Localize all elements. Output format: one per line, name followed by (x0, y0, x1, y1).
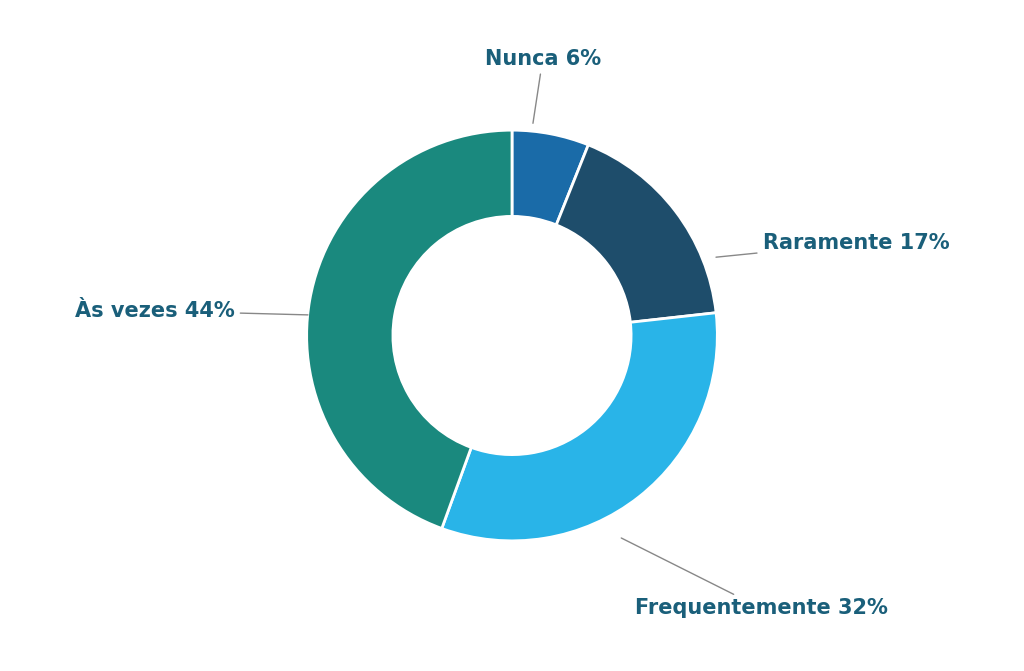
Wedge shape (556, 145, 716, 322)
Wedge shape (441, 313, 718, 541)
Wedge shape (306, 130, 512, 529)
Text: Às vezes 44%: Às vezes 44% (75, 301, 308, 321)
Text: Raramente 17%: Raramente 17% (716, 233, 949, 257)
Wedge shape (512, 130, 589, 225)
Text: Frequentemente 32%: Frequentemente 32% (622, 538, 888, 619)
Text: Nunca 6%: Nunca 6% (484, 48, 601, 123)
Circle shape (393, 217, 631, 454)
